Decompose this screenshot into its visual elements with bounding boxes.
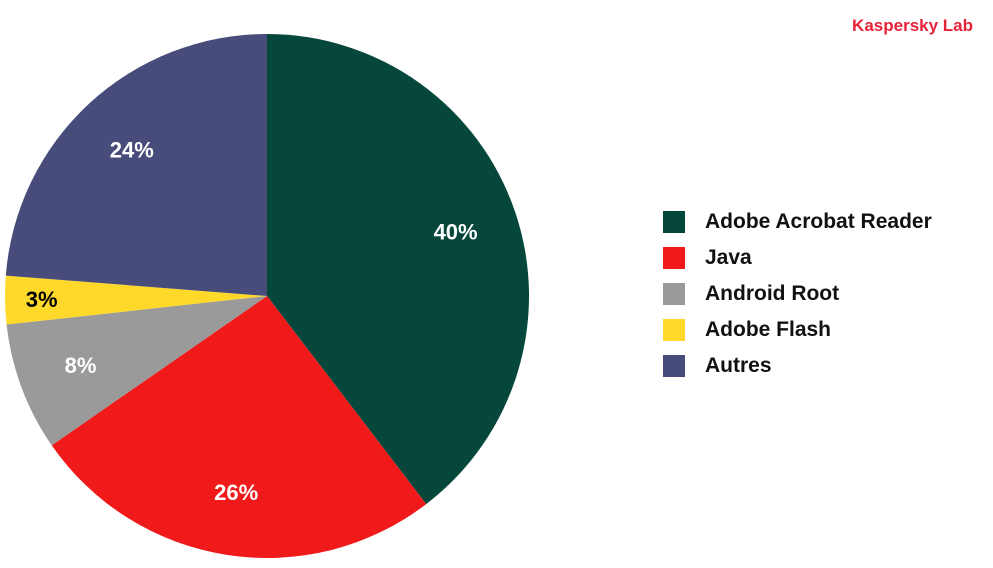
legend-item-adobe-acrobat-reader: Adobe Acrobat Reader xyxy=(663,204,932,240)
legend-item-java: Java xyxy=(663,240,932,276)
legend-label: Android Root xyxy=(705,282,840,305)
legend-swatch xyxy=(663,283,685,305)
pie-slice-adobe-acrobat-reader xyxy=(267,34,530,505)
legend-label: Adobe Flash xyxy=(705,318,832,341)
pie-value-label-adobe-flash: 3% xyxy=(26,287,58,312)
legend-swatch xyxy=(663,247,685,269)
legend-item-android-root: Android Root xyxy=(663,276,932,312)
legend-label: Java xyxy=(705,246,752,269)
pie-value-labels: 40% 26% 8% 3% 24% xyxy=(26,137,478,505)
pie-slice-java xyxy=(51,296,427,559)
legend-swatch xyxy=(663,355,685,377)
pie-value-label-java: 26% xyxy=(214,480,258,505)
pie-slice-android-root xyxy=(6,296,268,446)
pie-slice-autres xyxy=(5,34,267,296)
legend-label: Autres xyxy=(705,354,772,377)
legend-swatch xyxy=(663,319,685,341)
pie-value-label-adobe-acrobat-reader: 40% xyxy=(434,220,478,245)
pie-slice-adobe-flash xyxy=(4,275,268,325)
pie-slices xyxy=(4,34,530,559)
pie-value-label-android-root: 8% xyxy=(65,353,97,378)
legend-item-autres: Autres xyxy=(663,348,932,384)
brand-label: Kaspersky Lab xyxy=(852,16,973,35)
legend-item-adobe-flash: Adobe Flash xyxy=(663,312,932,348)
legend-label: Adobe Acrobat Reader xyxy=(705,210,932,233)
pie-chart: 40% 26% 8% 3% 24% xyxy=(4,34,530,559)
legend-swatch xyxy=(663,211,685,233)
chart-legend: Adobe Acrobat Reader Java Android Root Adob… xyxy=(663,204,932,384)
pie-value-label-autres: 24% xyxy=(110,137,154,162)
